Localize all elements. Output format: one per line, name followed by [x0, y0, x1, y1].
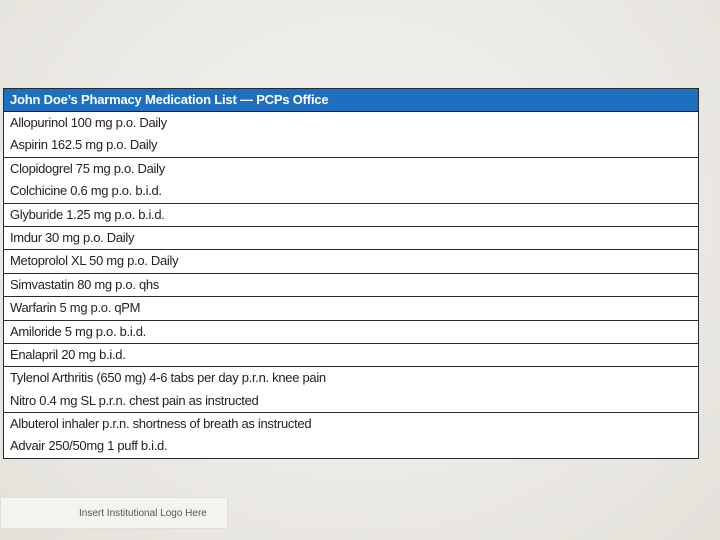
medication-row: Simvastatin 80 mg p.o. qhs — [10, 276, 160, 292]
row-group: Amiloride 5 mg p.o. b.i.d. — [4, 321, 698, 344]
medication-row: Nitro 0.4 mg SL p.r.n. chest pain as ins… — [10, 392, 259, 408]
medication-row: Advair 250/50mg 1 puff b.i.d. — [10, 438, 168, 454]
row-group: Tylenol Arthritis (650 mg) 4-6 tabs per … — [4, 367, 698, 414]
medication-row: Amiloride 5 mg p.o. b.i.d. — [10, 323, 146, 339]
medication-row: Imdur 30 mg p.o. Daily — [10, 229, 135, 245]
medication-row: Tylenol Arthritis (650 mg) 4-6 tabs per … — [10, 370, 326, 386]
row-group: Albuterol inhaler p.r.n. shortness of br… — [4, 413, 698, 458]
medication-row: Aspirin 162.5 mg p.o. Daily — [10, 137, 158, 153]
medication-table: John Doe’s Pharmacy Medication List — PC… — [3, 88, 699, 459]
table-body: Allopurinol 100 mg p.o. Daily Aspirin 162… — [4, 112, 698, 458]
row-group: Warfarin 5 mg p.o. qPM — [4, 297, 698, 321]
row-group: Glyburide 1.25 mg p.o. b.i.d. — [4, 204, 698, 227]
logo-placeholder: Insert Institutional Logo Here — [0, 497, 228, 529]
row-group: Clopidogrel 75 mg p.o. Daily Colchicine 0… — [4, 158, 698, 204]
logo-placeholder-text: Insert Institutional Logo Here — [79, 508, 207, 519]
row-group: Allopurinol 100 mg p.o. Daily Aspirin 162… — [4, 112, 698, 158]
table-title: John Doe’s Pharmacy Medication List — PC… — [4, 89, 698, 112]
medication-row: Warfarin 5 mg p.o. qPM — [10, 300, 141, 316]
medication-row: Metoprolol XL 50 mg p.o. Daily — [10, 253, 179, 269]
medication-row: Albuterol inhaler p.r.n. shortness of br… — [10, 416, 312, 432]
medication-row: Glyburide 1.25 mg p.o. b.i.d. — [10, 206, 165, 222]
medication-row: Colchicine 0.6 mg p.o. b.i.d. — [10, 183, 162, 199]
row-group: Metoprolol XL 50 mg p.o. Daily — [4, 250, 698, 274]
medication-row: Allopurinol 100 mg p.o. Daily — [10, 115, 167, 130]
row-group: Enalapril 20 mg b.i.d. — [4, 344, 698, 368]
medication-row: Enalapril 20 mg b.i.d. — [10, 346, 126, 362]
row-group: Simvastatin 80 mg p.o. qhs — [4, 274, 698, 298]
medication-row: Clopidogrel 75 mg p.o. Daily — [10, 160, 165, 176]
row-group: Imdur 30 mg p.o. Daily — [4, 227, 698, 251]
